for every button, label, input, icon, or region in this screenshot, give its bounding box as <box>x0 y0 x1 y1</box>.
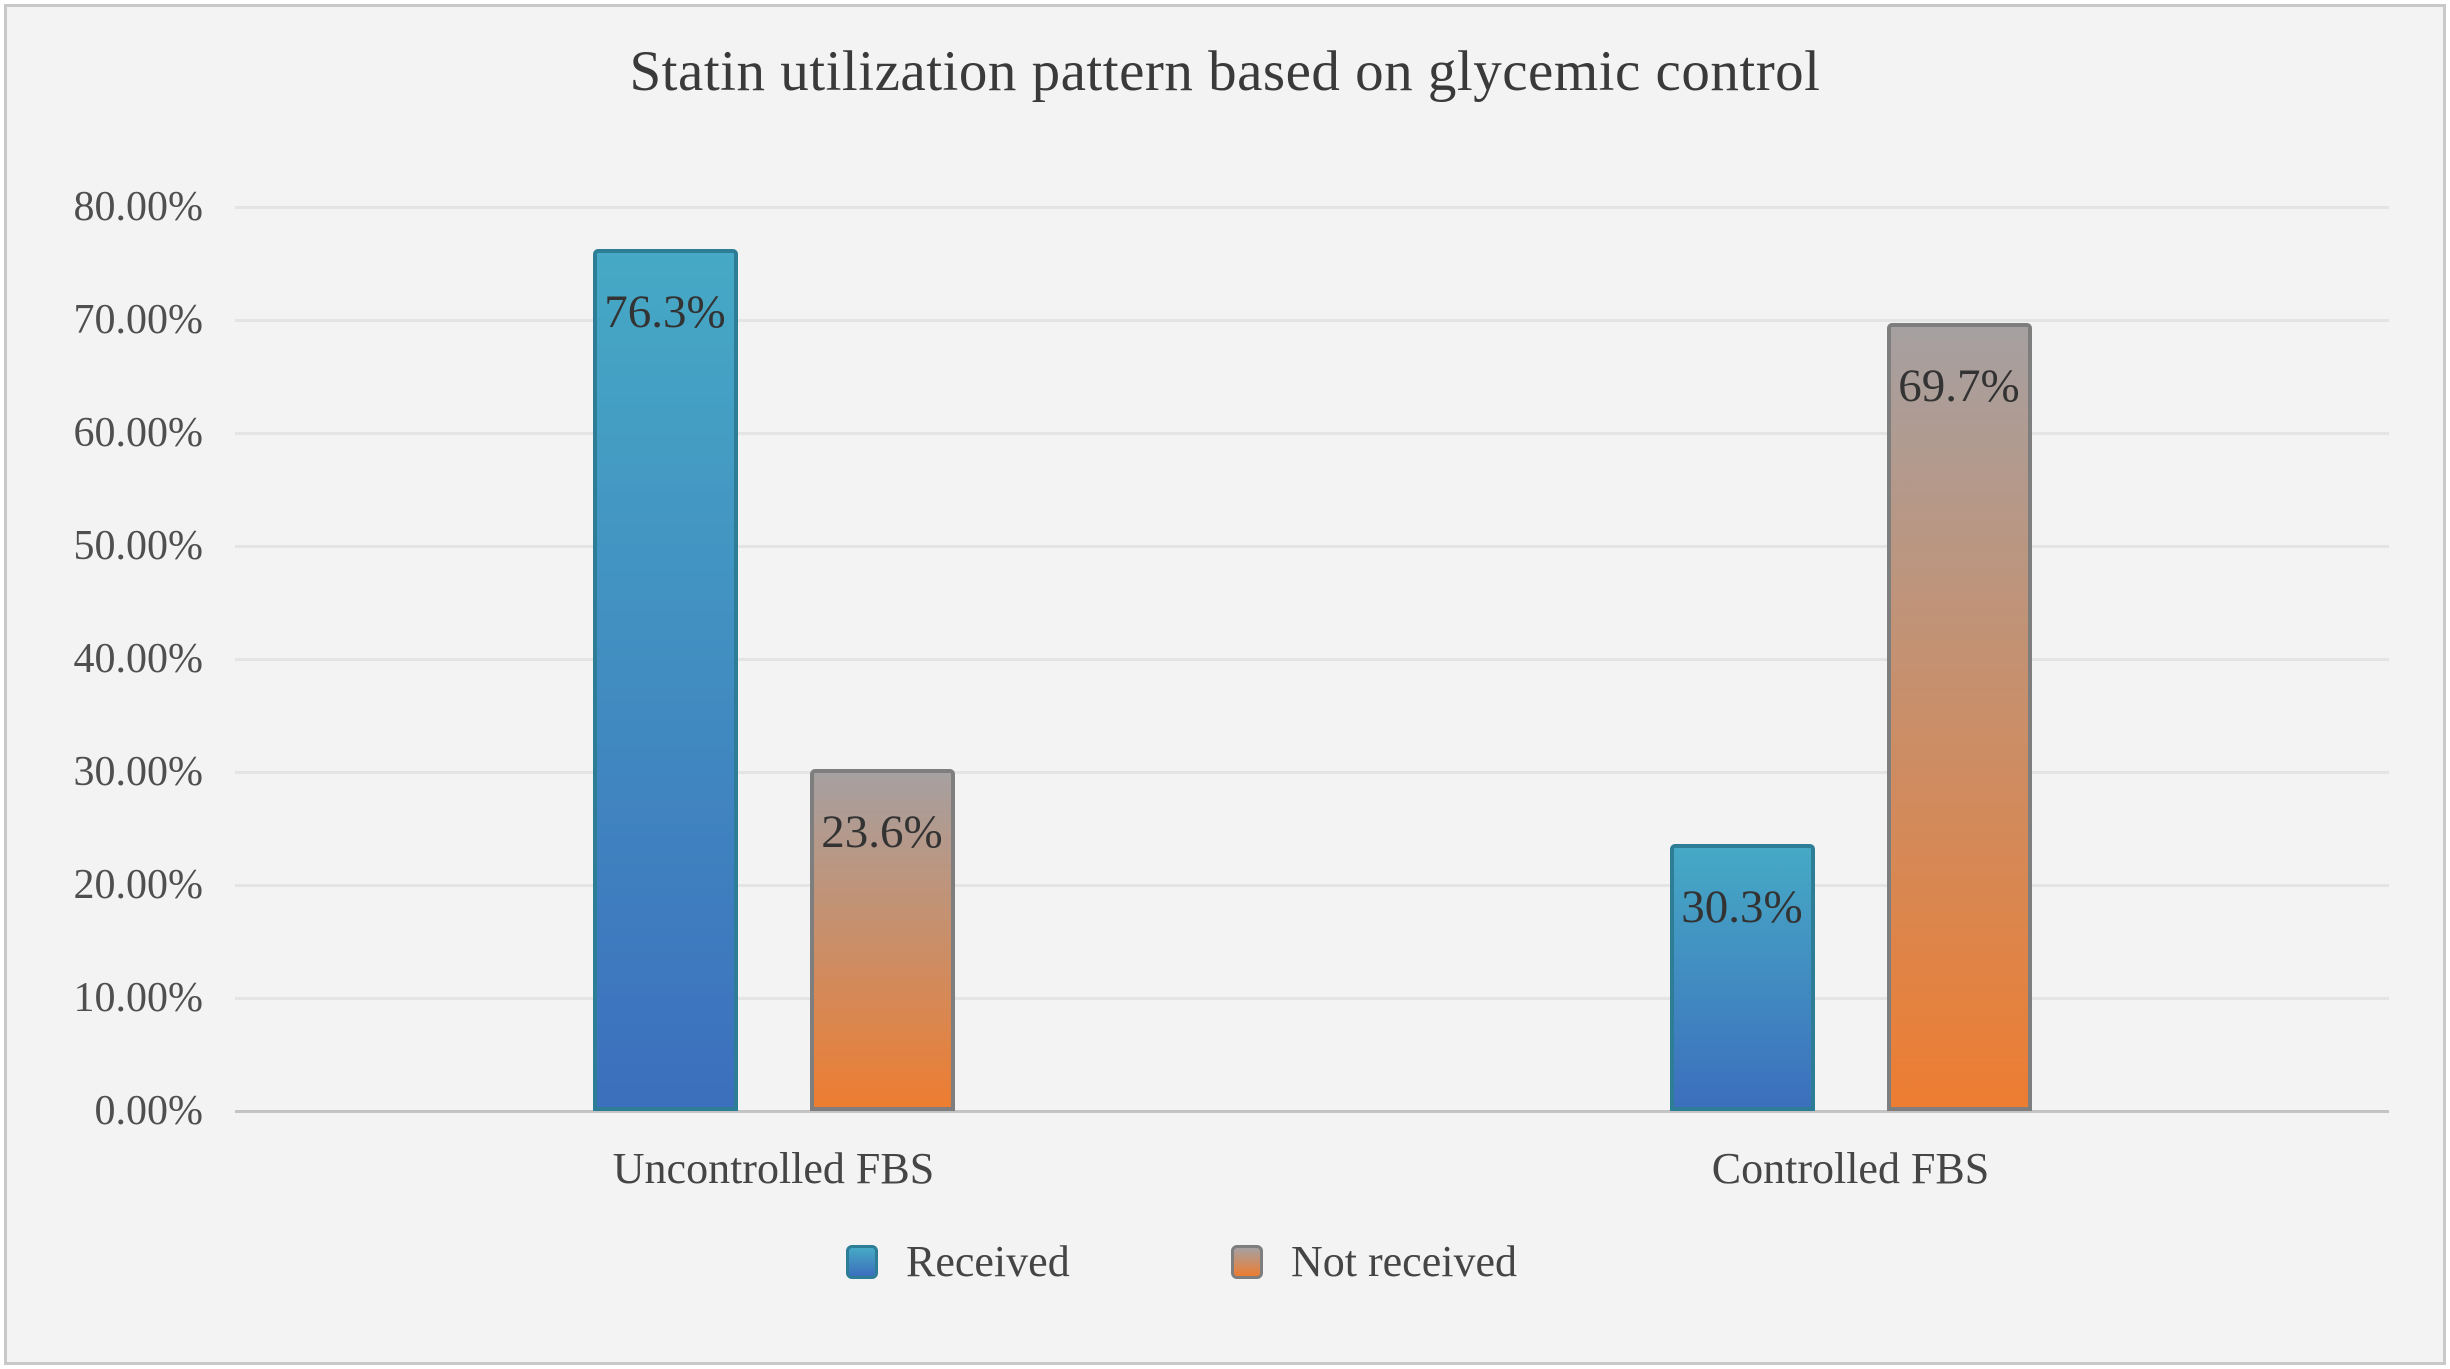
gridline <box>235 545 2389 548</box>
gridline <box>235 771 2389 774</box>
legend-label-received: Received <box>906 1237 1070 1286</box>
legend-swatch-not-received <box>1231 1245 1263 1279</box>
bar-not-received-uncontrolled-fbs <box>809 768 955 1111</box>
legend-swatch-received <box>846 1245 878 1279</box>
y-tick-label: 40.00% <box>73 636 204 682</box>
y-tick-label: 70.00% <box>73 297 204 343</box>
gridline <box>235 319 2389 322</box>
y-tick-label: 50.00% <box>73 523 204 569</box>
gridline <box>235 658 2389 661</box>
x-category-label: Controlled FBS <box>1711 1144 1990 1193</box>
data-label-not-received-controlled-fbs: 69.7% <box>1898 360 2020 413</box>
data-label-received-controlled-fbs: 30.3% <box>1681 881 1803 934</box>
y-tick-label: 80.00% <box>73 184 204 230</box>
data-label-received-uncontrolled-fbs: 76.3% <box>604 285 726 338</box>
gridline <box>235 432 2389 435</box>
legend-label-not-received: Not received <box>1291 1237 1517 1286</box>
y-tick-label: 20.00% <box>73 862 204 908</box>
data-label-not-received-uncontrolled-fbs: 23.6% <box>821 805 943 858</box>
gridline <box>235 997 2389 1000</box>
y-tick-label: 60.00% <box>73 410 204 456</box>
x-category-label: Uncontrolled FBS <box>612 1144 935 1193</box>
y-tick-label: 30.00% <box>73 749 204 795</box>
gridline <box>235 884 2389 887</box>
bar-received-controlled-fbs <box>1669 844 1815 1111</box>
y-tick-label: 10.00% <box>73 975 204 1021</box>
chart-title: Statin utilization pattern based on glyc… <box>629 40 1821 103</box>
bar-not-received-controlled-fbs <box>1886 323 2032 1111</box>
chart-frame: Statin utilization pattern based on glyc… <box>4 4 2446 1365</box>
x-axis-line <box>235 1110 2389 1113</box>
bar-received-uncontrolled-fbs <box>592 248 738 1111</box>
y-tick-label: 0.00% <box>94 1088 204 1134</box>
gridline <box>235 206 2389 209</box>
